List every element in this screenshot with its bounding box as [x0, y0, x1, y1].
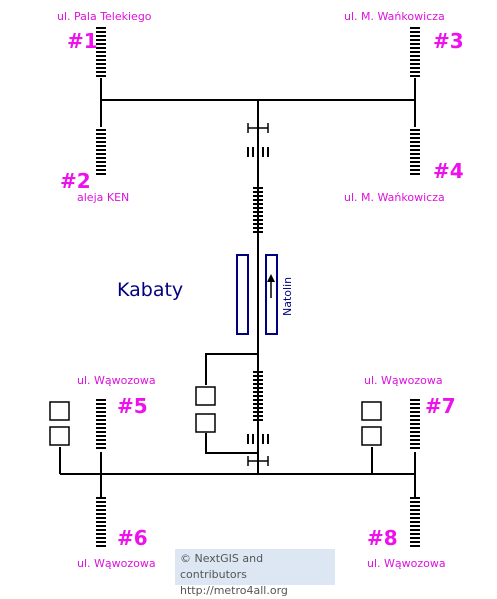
exit-number-4: #4	[433, 159, 464, 183]
elevator-icon	[195, 386, 216, 406]
exit-street-4: ul. M. Wańkowicza	[344, 191, 445, 204]
exit-street-3: ul. M. Wańkowicza	[344, 10, 445, 23]
elevator-icon	[195, 413, 216, 433]
direction-label: Natolin	[281, 277, 294, 316]
elevator-link-top	[205, 353, 258, 385]
stairs	[96, 27, 420, 547]
stairs-exit-6	[96, 497, 106, 547]
exit-street-5: ul. Wąwozowa	[77, 374, 156, 387]
exit-number-3: #3	[433, 29, 464, 53]
ticket-gates-bottom	[247, 434, 269, 444]
exit-street-6: ul. Wąwozowa	[77, 557, 156, 570]
stairs-exit-3	[410, 27, 420, 77]
exit-number-1: #1	[67, 29, 98, 53]
stairs-lower-main	[253, 371, 263, 421]
stairs-upper-main	[253, 187, 263, 233]
attribution-box: © NextGIS and contributors http://metro4…	[175, 549, 335, 597]
direction-arrow-icon	[267, 274, 275, 298]
platform-left	[236, 254, 249, 335]
elevator-icon	[361, 401, 382, 421]
elevator-icon	[49, 401, 70, 421]
exit-street-1: ul. Pala Telekiego	[57, 10, 152, 23]
station-name: Kabaty	[117, 279, 183, 301]
stairs-exit-5	[96, 399, 106, 449]
attribution-copyright: © NextGIS and contributors	[180, 552, 264, 581]
stairs-exit-8	[410, 497, 420, 547]
exit-number-2: #2	[60, 169, 91, 193]
exit-number-7: #7	[425, 394, 456, 418]
turnstile-top	[247, 123, 269, 133]
exit-street-7: ul. Wąwozowa	[364, 374, 443, 387]
exit-number-8: #8	[367, 526, 398, 550]
elevator-link-bottom	[205, 433, 258, 454]
turnstile-bottom	[247, 456, 269, 466]
elevator-icon	[361, 426, 382, 446]
elevator-icon	[49, 426, 70, 446]
exit-number-6: #6	[117, 526, 148, 550]
stairs-exit-1	[96, 27, 106, 77]
stairs-exit-2	[96, 129, 106, 175]
stairs-exit-4	[410, 129, 420, 175]
attribution-link[interactable]: http://metro4all.org	[180, 584, 288, 597]
exit-number-5: #5	[117, 394, 148, 418]
exit-street-2: aleja KEN	[77, 191, 129, 204]
exit-street-8: ul. Wąwozowa	[367, 557, 446, 570]
ticket-gates-top	[247, 147, 269, 157]
stairs-exit-7	[410, 399, 420, 449]
